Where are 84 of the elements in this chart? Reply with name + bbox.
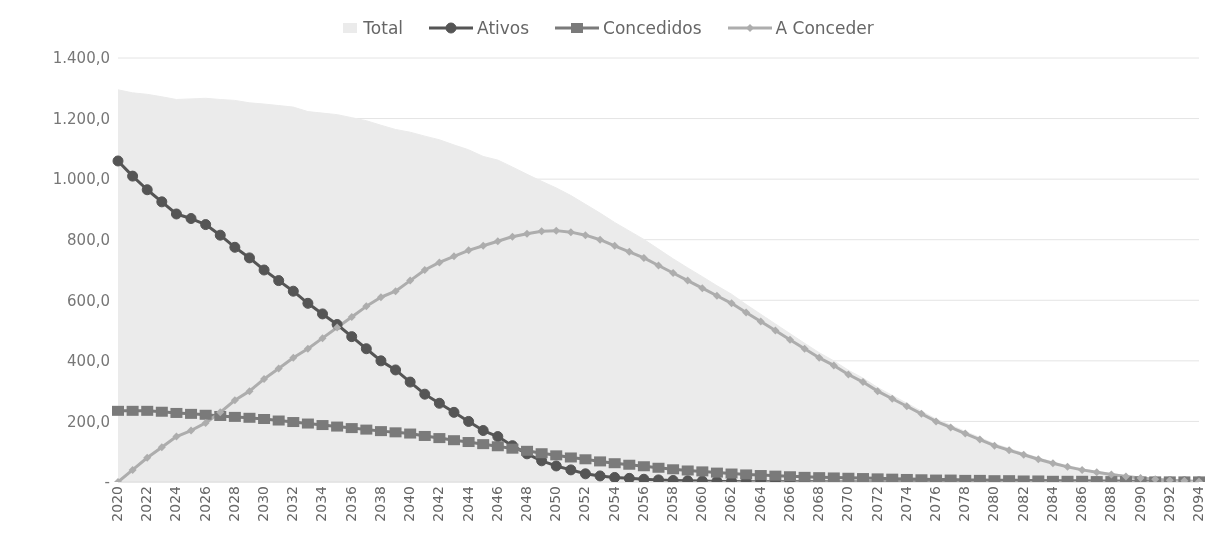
point	[229, 241, 241, 253]
point	[317, 308, 329, 320]
point	[550, 460, 562, 472]
x-tick-label: 2058	[664, 486, 681, 522]
x-tick-label: 2054	[605, 485, 622, 522]
point	[112, 155, 124, 167]
x-tick-label: 2084	[1043, 485, 1060, 522]
x-tick-label: 2082	[1014, 486, 1031, 522]
x-tick-label: 2028	[225, 486, 242, 522]
x-tick-label: 2060	[693, 486, 710, 522]
point	[156, 196, 168, 208]
x-tick-label: 2078	[956, 486, 973, 522]
point	[214, 229, 226, 241]
point	[200, 219, 212, 231]
y-tick-label: 800,0	[67, 231, 110, 250]
point	[463, 415, 475, 427]
x-tick-label: 2070	[839, 486, 856, 522]
point	[404, 376, 416, 388]
point	[375, 355, 387, 367]
legend-label: Ativos	[477, 18, 530, 38]
x-tick-label: 2038	[371, 486, 388, 522]
point	[609, 471, 621, 482]
x-tick-label: 2090	[1131, 486, 1148, 522]
legend-label: Concedidos	[603, 18, 702, 38]
x-tick-label: 2030	[255, 486, 272, 522]
point	[360, 343, 372, 355]
legend-label: A Conceder	[775, 18, 874, 38]
x-tick-label: 2094	[1189, 485, 1206, 522]
x-tick-label: 2050	[547, 486, 564, 522]
x-tick-label: 2086	[1073, 485, 1090, 522]
point	[594, 470, 606, 482]
x-tick-label: 2092	[1160, 486, 1177, 522]
point	[346, 331, 358, 343]
legend-label: Total	[363, 18, 404, 38]
x-tick-label: 2080	[985, 486, 1002, 522]
x-tick-label: 2026	[196, 485, 213, 522]
point	[127, 170, 139, 182]
x-tick-label: 2044	[459, 485, 476, 522]
x-tick-label: 2040	[401, 486, 418, 522]
x-tick-label: 2036	[342, 485, 359, 522]
x-tick-label: 2074	[897, 485, 914, 522]
point	[638, 473, 650, 482]
point	[287, 285, 299, 297]
x-tick-label: 2056	[634, 485, 651, 522]
point	[419, 388, 431, 400]
point	[258, 264, 270, 276]
point	[492, 431, 504, 443]
point	[565, 464, 577, 476]
x-tick-label: 2076	[926, 485, 943, 522]
x-tick-label: 2088	[1102, 486, 1119, 522]
point	[653, 474, 664, 482]
x-tick-label: 2022	[138, 486, 155, 522]
y-tick-label: 600,0	[67, 291, 110, 310]
point	[623, 472, 635, 482]
x-tick-label: 2052	[576, 486, 593, 522]
x-tick-label: 2032	[284, 486, 301, 522]
point	[170, 208, 182, 220]
y-tick-label: -	[104, 473, 110, 492]
point	[433, 397, 445, 409]
x-tick-label: 2066	[780, 485, 797, 522]
x-tick-label: 2048	[517, 486, 534, 522]
x-tick-label: 2062	[722, 486, 739, 522]
x-tick-label: 2068	[810, 486, 827, 522]
point	[302, 297, 314, 309]
x-tick-label: 2046	[488, 485, 505, 522]
x-tick-label: 2042	[430, 486, 447, 522]
point	[390, 364, 402, 376]
x-tick-label: 2064	[751, 485, 768, 522]
point	[273, 275, 285, 287]
x-tick-label: 2072	[868, 486, 885, 522]
y-tick-label: 1.200,0	[52, 109, 110, 128]
point	[141, 184, 153, 196]
point	[477, 425, 489, 437]
y-tick-label: 1.000,0	[52, 170, 110, 189]
y-tick-label: 1.400,0	[52, 49, 110, 68]
point	[448, 406, 460, 418]
point	[185, 213, 197, 225]
point	[579, 468, 591, 480]
x-tick-label: 2020	[108, 486, 125, 522]
x-tick-label: 2034	[313, 485, 330, 522]
point	[243, 252, 255, 264]
x-tick-label: 2024	[167, 485, 184, 522]
y-tick-label: 400,0	[67, 352, 110, 371]
y-tick-label: 200,0	[67, 412, 110, 431]
